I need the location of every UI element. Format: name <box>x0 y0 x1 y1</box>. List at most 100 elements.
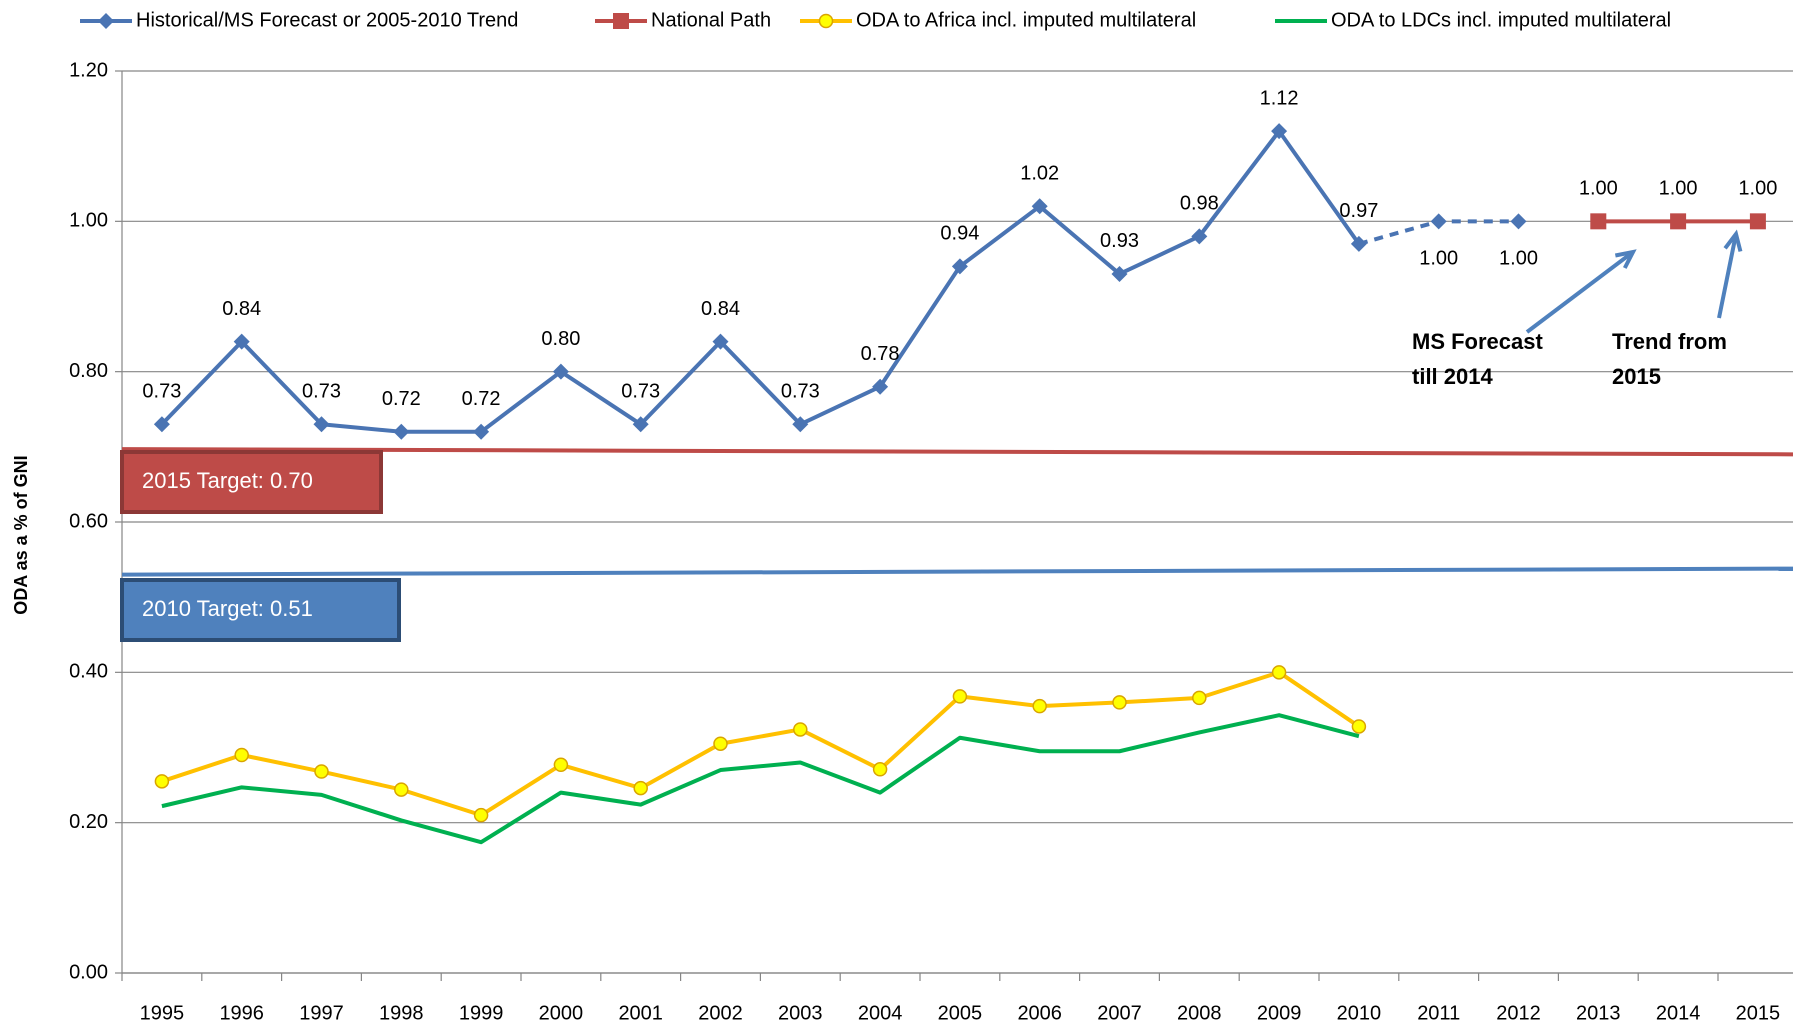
data-label: 1.12 <box>1260 87 1299 109</box>
annotation: till 2014 <box>1412 364 1493 389</box>
legend-label: ODA to LDCs incl. imputed multilateral <box>1331 9 1671 31</box>
target-box <box>120 450 383 514</box>
y-tick-label: 1.20 <box>69 59 108 81</box>
series-line <box>161 670 1361 818</box>
point <box>234 747 249 763</box>
y-tick-label: 0.60 <box>69 510 108 532</box>
data-label: 0.73 <box>302 381 341 403</box>
arrow-head <box>1723 229 1743 252</box>
point <box>632 416 649 433</box>
point <box>1191 228 1208 245</box>
data-label: 0.97 <box>1339 200 1378 222</box>
x-tick-label: 1999 <box>459 1002 504 1024</box>
point <box>1430 213 1447 230</box>
point <box>313 416 330 433</box>
data-label: 0.72 <box>382 388 421 410</box>
x-tick-label: 2010 <box>1337 1002 1382 1024</box>
x-tick-label: 2014 <box>1656 1002 1701 1024</box>
data-label: 1.00 <box>1659 178 1698 200</box>
point <box>1510 213 1527 230</box>
point <box>713 736 728 751</box>
annotation: MS Forecast <box>1412 329 1543 354</box>
point <box>1351 719 1367 734</box>
point <box>1590 213 1607 230</box>
x-tick-label: 1998 <box>379 1002 424 1024</box>
annotation-arrow <box>1717 233 1738 319</box>
x-tick-label: 2002 <box>698 1002 743 1024</box>
point <box>394 782 409 797</box>
y-tick-label: 0.80 <box>69 360 108 382</box>
data-label: 1.00 <box>1499 248 1538 270</box>
x-tick-label: 2007 <box>1097 1002 1142 1024</box>
point <box>1192 690 1207 706</box>
data-label: 0.98 <box>1180 193 1219 215</box>
legend-label: ODA to Africa incl. imputed multilateral <box>856 9 1196 31</box>
legend-label: National Path <box>651 9 771 31</box>
data-label: 1.00 <box>1419 248 1458 270</box>
x-tick-label: 2004 <box>858 1002 903 1024</box>
data-label: 0.94 <box>940 223 979 245</box>
data-label: 0.73 <box>781 381 820 403</box>
y-tick-label: 1.00 <box>69 210 108 232</box>
annotation-arrow <box>1525 250 1635 334</box>
point <box>1670 213 1687 230</box>
x-tick-label: 2003 <box>778 1002 823 1024</box>
point <box>314 764 329 779</box>
point <box>951 258 968 275</box>
data-label: 1.00 <box>1738 178 1777 200</box>
series-line <box>161 713 1360 845</box>
x-tick-label: 2006 <box>1017 1002 1062 1024</box>
series-line <box>160 129 1361 434</box>
point <box>1032 698 1047 714</box>
point <box>633 780 648 796</box>
target-label: 2010 Target: 0.51 <box>142 596 313 621</box>
data-label: 0.80 <box>541 328 580 350</box>
y-tick-label: 0.20 <box>69 811 108 833</box>
point <box>393 423 410 440</box>
x-tick-label: 2005 <box>938 1002 983 1024</box>
data-label: 0.84 <box>222 298 261 320</box>
point <box>792 416 809 433</box>
y-axis-title: ODA as a % of GNI <box>11 455 31 614</box>
legend-marker <box>613 13 629 29</box>
x-tick-label: 1996 <box>219 1002 264 1024</box>
data-label: 0.93 <box>1100 230 1139 252</box>
arrow-head <box>1614 249 1637 269</box>
data-label: 1.00 <box>1579 178 1618 200</box>
x-tick-label: 2015 <box>1736 1002 1781 1024</box>
x-tick-label: 2008 <box>1177 1002 1222 1024</box>
point <box>1271 123 1288 140</box>
point <box>1031 198 1048 215</box>
point <box>952 689 968 704</box>
target-label: 2015 Target: 0.70 <box>142 468 313 493</box>
point <box>153 416 170 433</box>
point <box>154 774 170 789</box>
x-tick-label: 2000 <box>539 1002 584 1024</box>
point <box>1111 265 1128 282</box>
point <box>1749 213 1766 230</box>
point <box>793 722 808 737</box>
data-label: 0.78 <box>861 343 900 365</box>
y-tick-label: 0.00 <box>69 961 108 983</box>
point <box>872 378 889 395</box>
annotation: 2015 <box>1612 364 1661 389</box>
x-tick-label: 2012 <box>1496 1002 1541 1024</box>
x-tick-label: 2011 <box>1417 1002 1460 1024</box>
point <box>553 757 569 773</box>
legend-label: Historical/MS Forecast or 2005-2010 Tren… <box>136 9 518 31</box>
point <box>473 423 490 440</box>
target-box <box>120 578 401 642</box>
point <box>1112 695 1127 710</box>
data-label: 1.02 <box>1020 163 1059 185</box>
point <box>473 807 489 823</box>
point <box>1271 665 1287 680</box>
legend-marker <box>818 13 834 29</box>
data-label: 0.84 <box>701 298 740 320</box>
point <box>872 762 888 777</box>
data-label: 0.72 <box>462 388 501 410</box>
x-tick-label: 1997 <box>299 1002 344 1024</box>
data-label: 0.73 <box>621 381 660 403</box>
x-tick-label: 1995 <box>140 1002 185 1024</box>
annotation: Trend from <box>1612 329 1727 354</box>
